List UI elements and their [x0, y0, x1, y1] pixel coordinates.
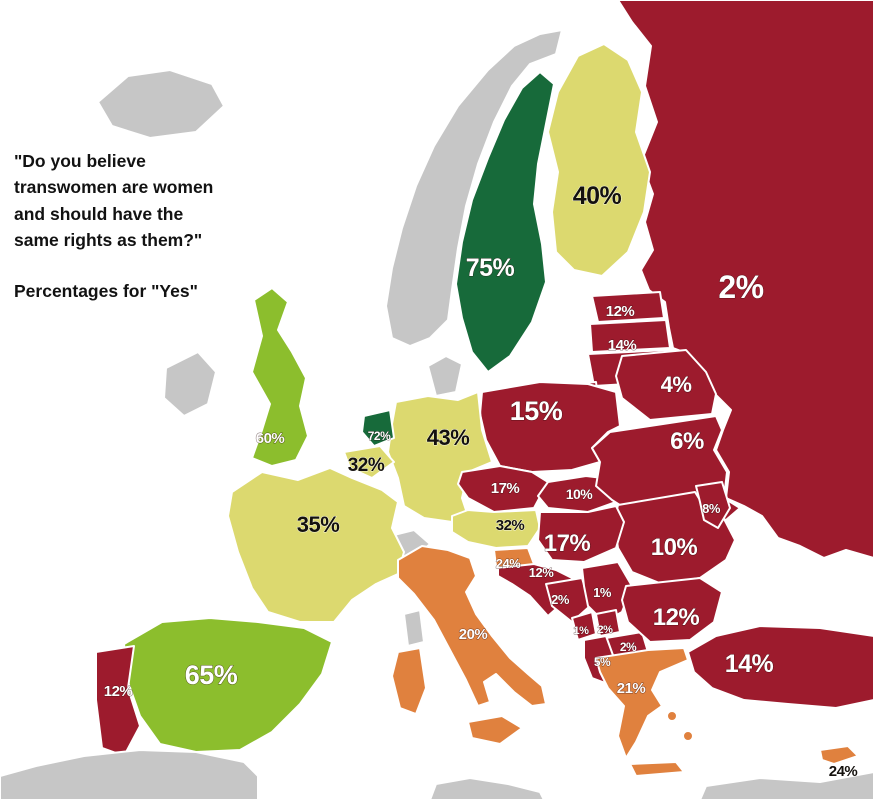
question-line-3: and should have the [14, 203, 184, 224]
country-montenegro [571, 611, 597, 641]
island-corsica [403, 609, 425, 647]
pct-label-portugal: 12% [104, 683, 133, 700]
island-sicily [467, 715, 523, 745]
question-line-1: "Do you believe [14, 151, 146, 171]
pct-label-netherlands: 72% [368, 429, 391, 443]
pct-label-austria: 32% [496, 517, 525, 534]
country-netherlands [361, 409, 395, 447]
pct-label-spain: 65% [185, 660, 238, 690]
pct-label-finland: 40% [573, 182, 622, 210]
country-iceland [97, 69, 225, 139]
pct-label-albania: 5% [594, 655, 611, 669]
pct-label-greece: 21% [617, 680, 646, 697]
country-turkey [687, 625, 874, 709]
island-crete [629, 761, 685, 777]
pct-label-france: 35% [297, 512, 340, 537]
pct-label-slovakia: 10% [566, 486, 594, 502]
country-moldova [695, 481, 731, 529]
island-sardinia [391, 647, 427, 715]
pct-label-turkey: 14% [725, 650, 774, 678]
pct-label-montenegro: 1% [574, 625, 590, 637]
country-italy [397, 545, 547, 707]
country-belgium [343, 445, 395, 479]
pct-label-romania: 10% [651, 534, 698, 561]
pct-label-bulgaria: 12% [653, 604, 700, 631]
pct-label-czechia: 17% [491, 480, 520, 497]
country-sweden [455, 71, 555, 373]
map-title: "Do you believe transwomen are women and… [14, 148, 264, 304]
pct-label-belgium: 32% [348, 455, 385, 476]
map-subtitle: Percentages for "Yes" [14, 281, 198, 301]
question-line-4: same rights as them?" [14, 229, 203, 250]
country-finland [547, 43, 651, 277]
pct-label-russia: 2% [718, 269, 763, 305]
pct-label-poland: 15% [510, 396, 563, 426]
country-austria [451, 509, 541, 549]
pct-label-estonia: 12% [606, 303, 635, 320]
pct-label-sweden: 75% [466, 254, 515, 282]
pct-label-belarus: 4% [661, 372, 692, 397]
question-line-2: transwomen are women [14, 177, 214, 198]
pct-label-moldova: 8% [702, 501, 721, 516]
country-belarus [615, 349, 717, 421]
pct-label-hungary: 17% [544, 530, 591, 557]
pct-label-croatia: 12% [529, 565, 554, 580]
pct-label-slovenia: 24% [496, 556, 521, 571]
country-czechia [457, 465, 549, 513]
country-germany [387, 391, 493, 523]
country-norway [385, 29, 563, 347]
country-bulgaria [621, 577, 723, 643]
country-ireland [163, 351, 217, 417]
pct-label-serbia: 1% [593, 585, 612, 600]
pct-label-latvia: 14% [608, 337, 637, 354]
pct-label-cyprus: 24% [829, 763, 858, 780]
pct-label-united-kingdom: 60% [256, 430, 285, 447]
landmass-north-africa-west [0, 749, 259, 800]
pct-label-germany: 43% [427, 425, 470, 450]
country-kosovo [595, 609, 621, 637]
country-latvia [589, 319, 671, 353]
country-denmark [427, 355, 463, 397]
country-greece [595, 647, 689, 759]
country-spain [123, 617, 333, 753]
pct-label-italy: 20% [459, 626, 488, 643]
country-hungary [537, 505, 625, 563]
pct-label-kosovo: 2% [598, 624, 614, 636]
country-france [227, 467, 405, 623]
country-estonia [591, 291, 665, 323]
island-aegean-1 [666, 710, 678, 722]
country-united-kingdom [251, 287, 309, 467]
pct-label-bosnia: 2% [551, 592, 570, 607]
island-aegean-2 [682, 730, 694, 742]
landmass-north-africa-center [429, 777, 545, 800]
pct-label-ukraine: 6% [670, 428, 704, 455]
island-cyprus [819, 745, 859, 765]
pct-label-north-macedonia: 2% [620, 640, 637, 654]
percentage-labels: 75% 40% 2% 12% 14% 4% 15% 6% 17% 10% 8% 32% 17% 10% 24… [103, 182, 858, 781]
landmass-north-africa-east [699, 771, 874, 800]
country-bosnia [545, 577, 591, 623]
country-portugal [95, 645, 141, 757]
